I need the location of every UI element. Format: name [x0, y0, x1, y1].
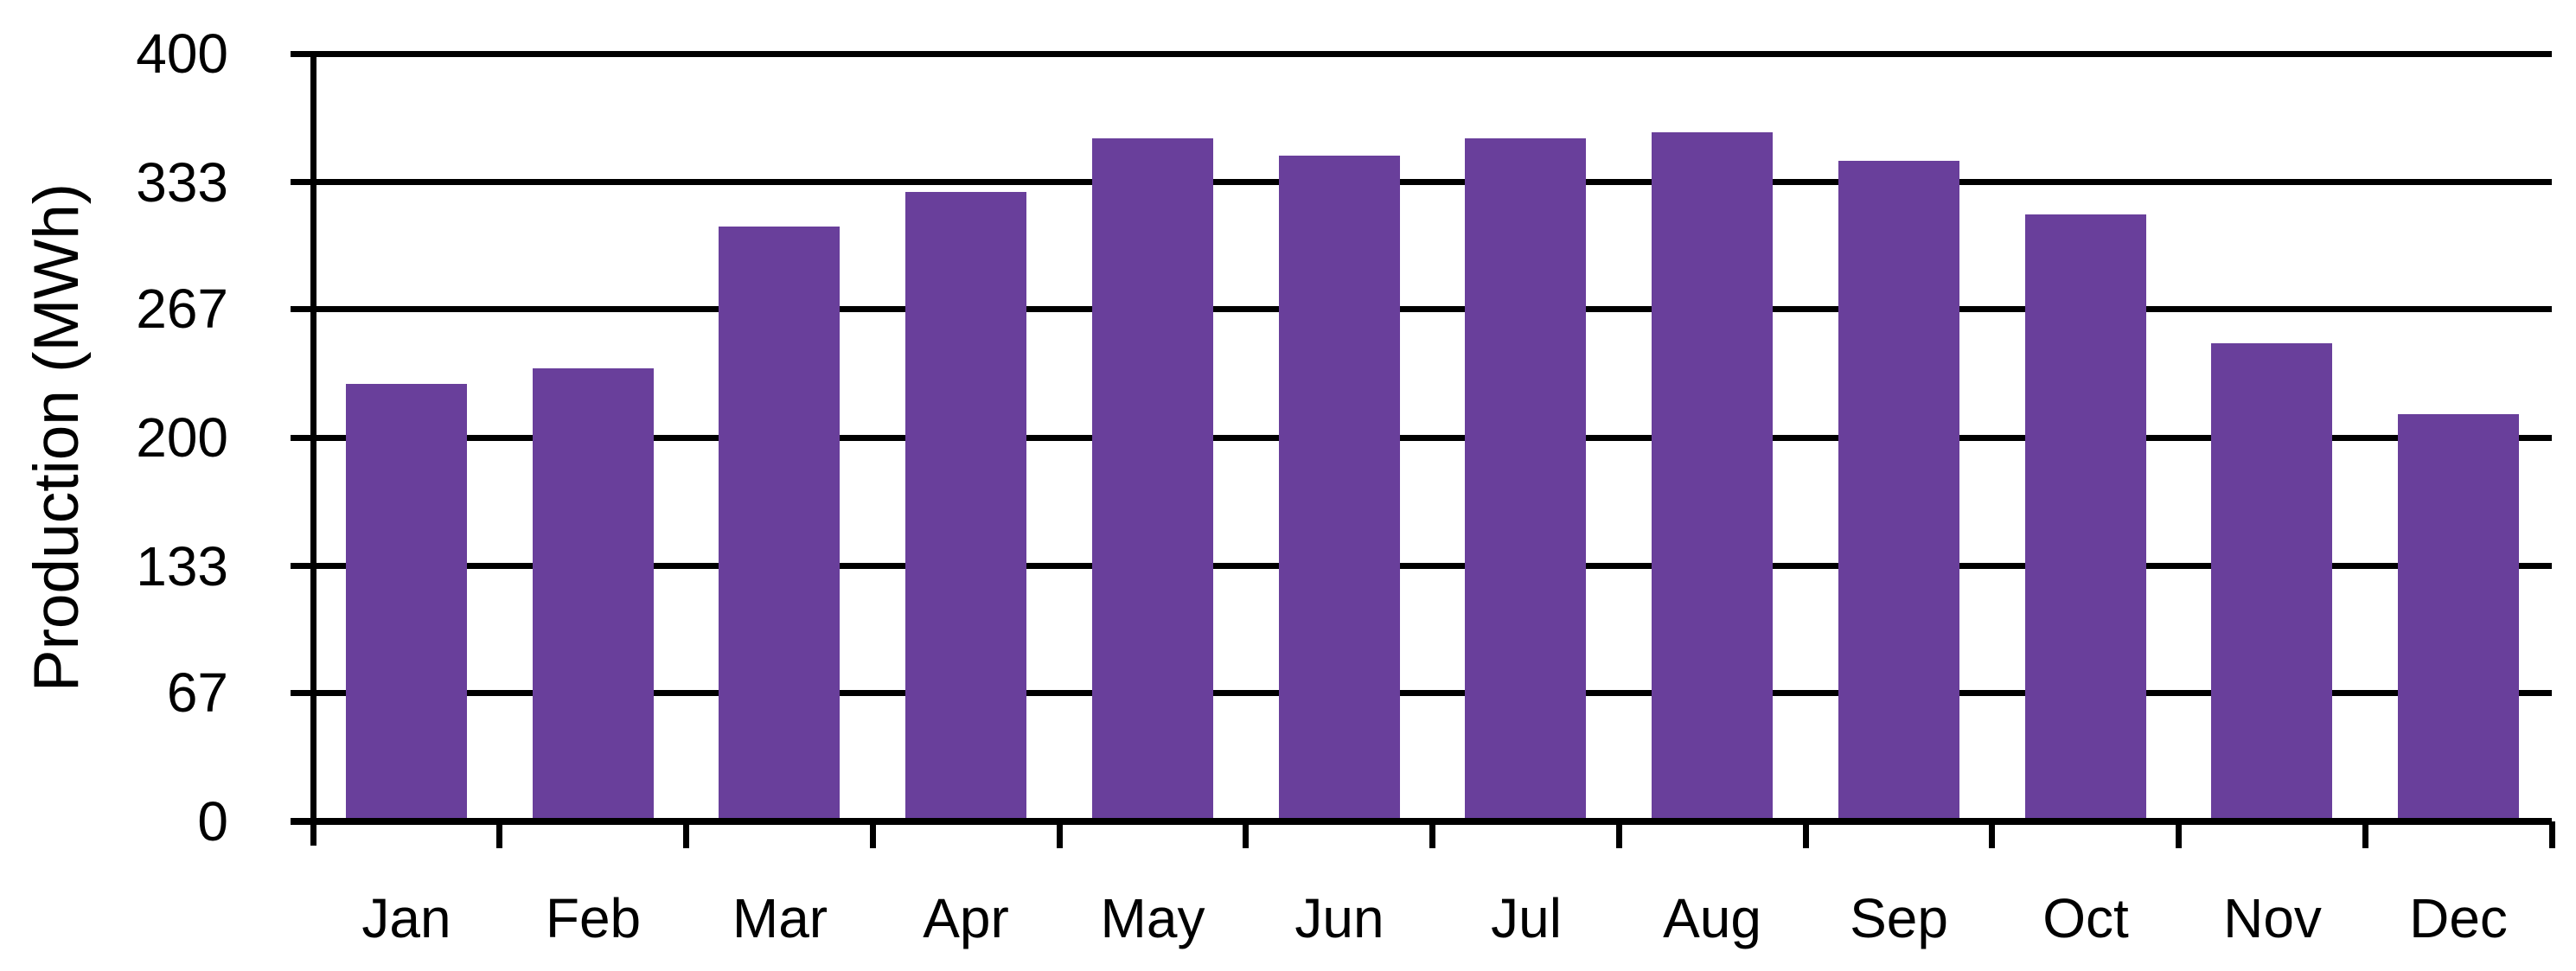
x-axis-tick-12: [2549, 821, 2555, 848]
x-label-feb: Feb: [545, 887, 642, 949]
bar-oct: [2025, 214, 2146, 821]
x-label-dec: Dec: [2409, 887, 2508, 949]
bar-feb: [533, 368, 654, 821]
x-axis-tick-7: [1616, 821, 1622, 848]
x-axis-tick-9: [1989, 821, 1995, 848]
x-label-may: May: [1100, 887, 1205, 949]
gridline-333: [291, 179, 2552, 185]
bar-apr: [905, 192, 1026, 821]
x-label-jan: Jan: [361, 887, 451, 949]
gridline-267: [291, 306, 2552, 312]
x-label-nov: Nov: [2223, 887, 2322, 949]
x-label-apr: Apr: [923, 887, 1009, 949]
x-axis-tick-11: [2362, 821, 2368, 848]
x-label-mar: Mar: [732, 887, 828, 949]
x-axis-tick-1: [496, 821, 502, 848]
y-tick-label-267: 267: [136, 278, 228, 340]
x-axis-tick-10: [2176, 821, 2182, 848]
x-label-aug: Aug: [1663, 887, 1761, 949]
bar-aug: [1652, 132, 1773, 821]
y-axis-line: [310, 51, 316, 846]
gridline-67: [291, 690, 2552, 696]
y-tick-label-333: 333: [136, 151, 228, 214]
y-tick-label-67: 67: [166, 661, 228, 724]
bar-jun: [1279, 156, 1400, 821]
y-tick-label-200: 200: [136, 406, 228, 469]
x-label-jul: Jul: [1491, 887, 1562, 949]
bar-jul: [1465, 138, 1586, 821]
bar-nov: [2211, 343, 2332, 821]
gridline-400: [291, 51, 2552, 57]
x-label-sep: Sep: [1850, 887, 1948, 949]
x-axis-tick-6: [1429, 821, 1435, 848]
bar-may: [1092, 138, 1213, 821]
gridline-200: [291, 435, 2552, 441]
x-axis-tick-5: [1243, 821, 1249, 848]
bar-mar: [719, 227, 840, 821]
bar-sep: [1838, 161, 1959, 821]
y-tick-label-0: 0: [197, 790, 228, 853]
y-tick-label-400: 400: [136, 22, 228, 85]
x-axis-tick-2: [683, 821, 689, 848]
x-label-jun: Jun: [1294, 887, 1384, 949]
x-axis-tick-4: [1057, 821, 1063, 848]
x-axis-tick-3: [870, 821, 876, 848]
bar-jan: [346, 384, 467, 821]
gridline-133: [291, 563, 2552, 569]
x-axis-line: [291, 818, 2552, 825]
x-axis-tick-8: [1803, 821, 1809, 848]
y-tick-label-133: 133: [136, 535, 228, 597]
bar-dec: [2398, 414, 2519, 821]
x-label-oct: Oct: [2042, 887, 2129, 949]
